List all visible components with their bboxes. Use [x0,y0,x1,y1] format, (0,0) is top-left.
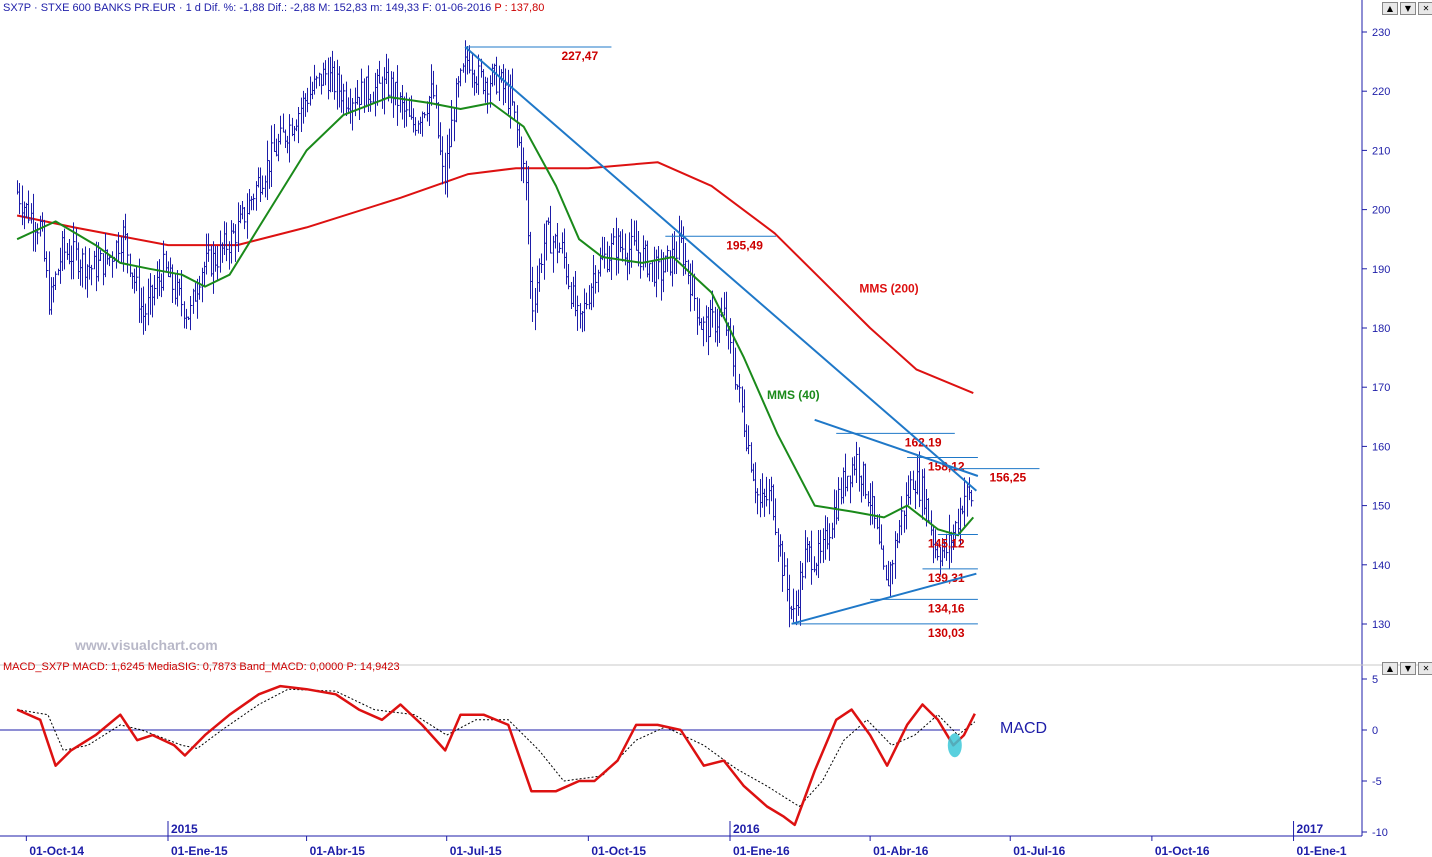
price-y-tick-label: 230 [1372,27,1390,39]
price-header: SX7P · STXE 600 BANKS PR.EUR · 1 d Dif. … [3,2,544,14]
trendlines-layer [464,46,979,625]
x-tick-label: 01-Ene-16 [733,844,790,857]
level-label: 139,31 [928,571,965,585]
macd-header-info: MACD_SX7P MACD: 1,6245 MediaSIG: 0,7873 … [3,661,344,673]
x-tick-label: 01-Ene-15 [171,844,228,857]
annotation-label: MMS (200) [859,281,918,295]
x-tick-label: 01-Abr-15 [310,844,366,857]
date-x-axis: 01-Oct-14 01-Ene-15 01-Abr-15 01-Jul-15 01-O… [25,821,1347,857]
macd-y-tick-label: -10 [1372,827,1388,839]
macd-header: MACD_SX7P MACD: 1,6245 MediaSIG: 0,7873 … [3,661,400,673]
level-label: 156,25 [989,471,1026,485]
mms40-layer [16,96,975,537]
price-y-tick-label: 130 [1372,619,1390,631]
price-bars-layer [17,40,974,628]
mms200-layer [16,161,974,395]
x-tick-label: 01-Oct-16 [1155,844,1210,857]
macd-window-buttons: ▲ ▼ ✕ [1382,662,1432,675]
price-y-tick-label: 220 [1372,86,1390,98]
macd-line [16,684,976,827]
mms200-line [16,161,974,395]
x-tick-label: 01-Oct-15 [591,844,646,857]
macd-panel: -10 -5 0 5 MACD [0,674,1388,839]
level-label: 195,49 [726,238,763,252]
level-label: 145,12 [928,536,965,550]
price-y-tick-label: 150 [1372,501,1390,513]
macd-close-panel-button[interactable]: ✕ [1418,662,1432,675]
price-y-tick-label: 190 [1372,264,1390,276]
trendline[interactable] [814,418,979,477]
price-y-tick-label: 180 [1372,323,1390,335]
price-y-axis: 130 140 150 160 170 180 190 200 210 220 230 [1362,27,1390,631]
level-label: 158,12 [928,460,965,474]
x-tick-label: 01-Jul-15 [450,844,502,857]
close-panel-button[interactable]: ✕ [1418,2,1432,15]
year-label: 2016 [733,822,760,836]
price-panel [0,0,1432,837]
x-tick-label: 01-Abr-16 [873,844,929,857]
annotations-layer: MMS (200) MMS (40) [767,281,919,402]
level-label: 227,47 [561,49,598,63]
scroll-down-button[interactable]: ▼ [1400,2,1416,15]
price-y-tick-label: 170 [1372,382,1390,394]
trendline[interactable] [791,572,977,625]
price-y-tick-label: 140 [1372,560,1390,572]
macd-y-tick-label: 5 [1372,674,1378,686]
macd-y-tick-label: 0 [1372,725,1378,737]
x-tick-label: 01-Jul-16 [1013,844,1065,857]
trendline[interactable] [464,46,978,492]
scroll-up-button[interactable]: ▲ [1382,2,1398,15]
watermark: www.visualchart.com [75,637,218,653]
level-label: 162,19 [905,435,942,449]
price-y-tick-label: 200 [1372,205,1390,217]
macd-scroll-up-button[interactable]: ▲ [1382,662,1398,675]
levels-layer: 227,47 195,49 162,19 158,12 156,25 145,12 139,… [465,46,1040,640]
year-label: 2017 [1297,822,1324,836]
macd-signal-line [17,688,976,808]
price-y-tick-label: 160 [1372,441,1390,453]
macd-y-tick-label: -5 [1372,776,1382,788]
price-header-info: SX7P · STXE 600 BANKS PR.EUR · 1 d Dif. … [3,2,492,14]
macd-header-last: P: 14,9423 [346,661,400,673]
price-y-tick-label: 210 [1372,145,1390,157]
year-label: 2015 [171,822,198,836]
mms40-line [16,96,975,537]
macd-highlight-marker [947,733,962,758]
x-tick-label: 01-Ene-1 [1297,844,1347,857]
macd-scroll-down-button[interactable]: ▼ [1400,662,1416,675]
x-tick-label: 01-Oct-14 [29,844,84,857]
macd-title: MACD [1000,720,1047,737]
level-label: 130,03 [928,626,965,640]
level-label: 134,16 [928,601,965,615]
annotation-label: MMS (40) [767,388,820,402]
price-window-buttons: ▲ ▼ ✕ [1382,2,1432,15]
price-header-last: P : 137,80 [494,2,545,14]
